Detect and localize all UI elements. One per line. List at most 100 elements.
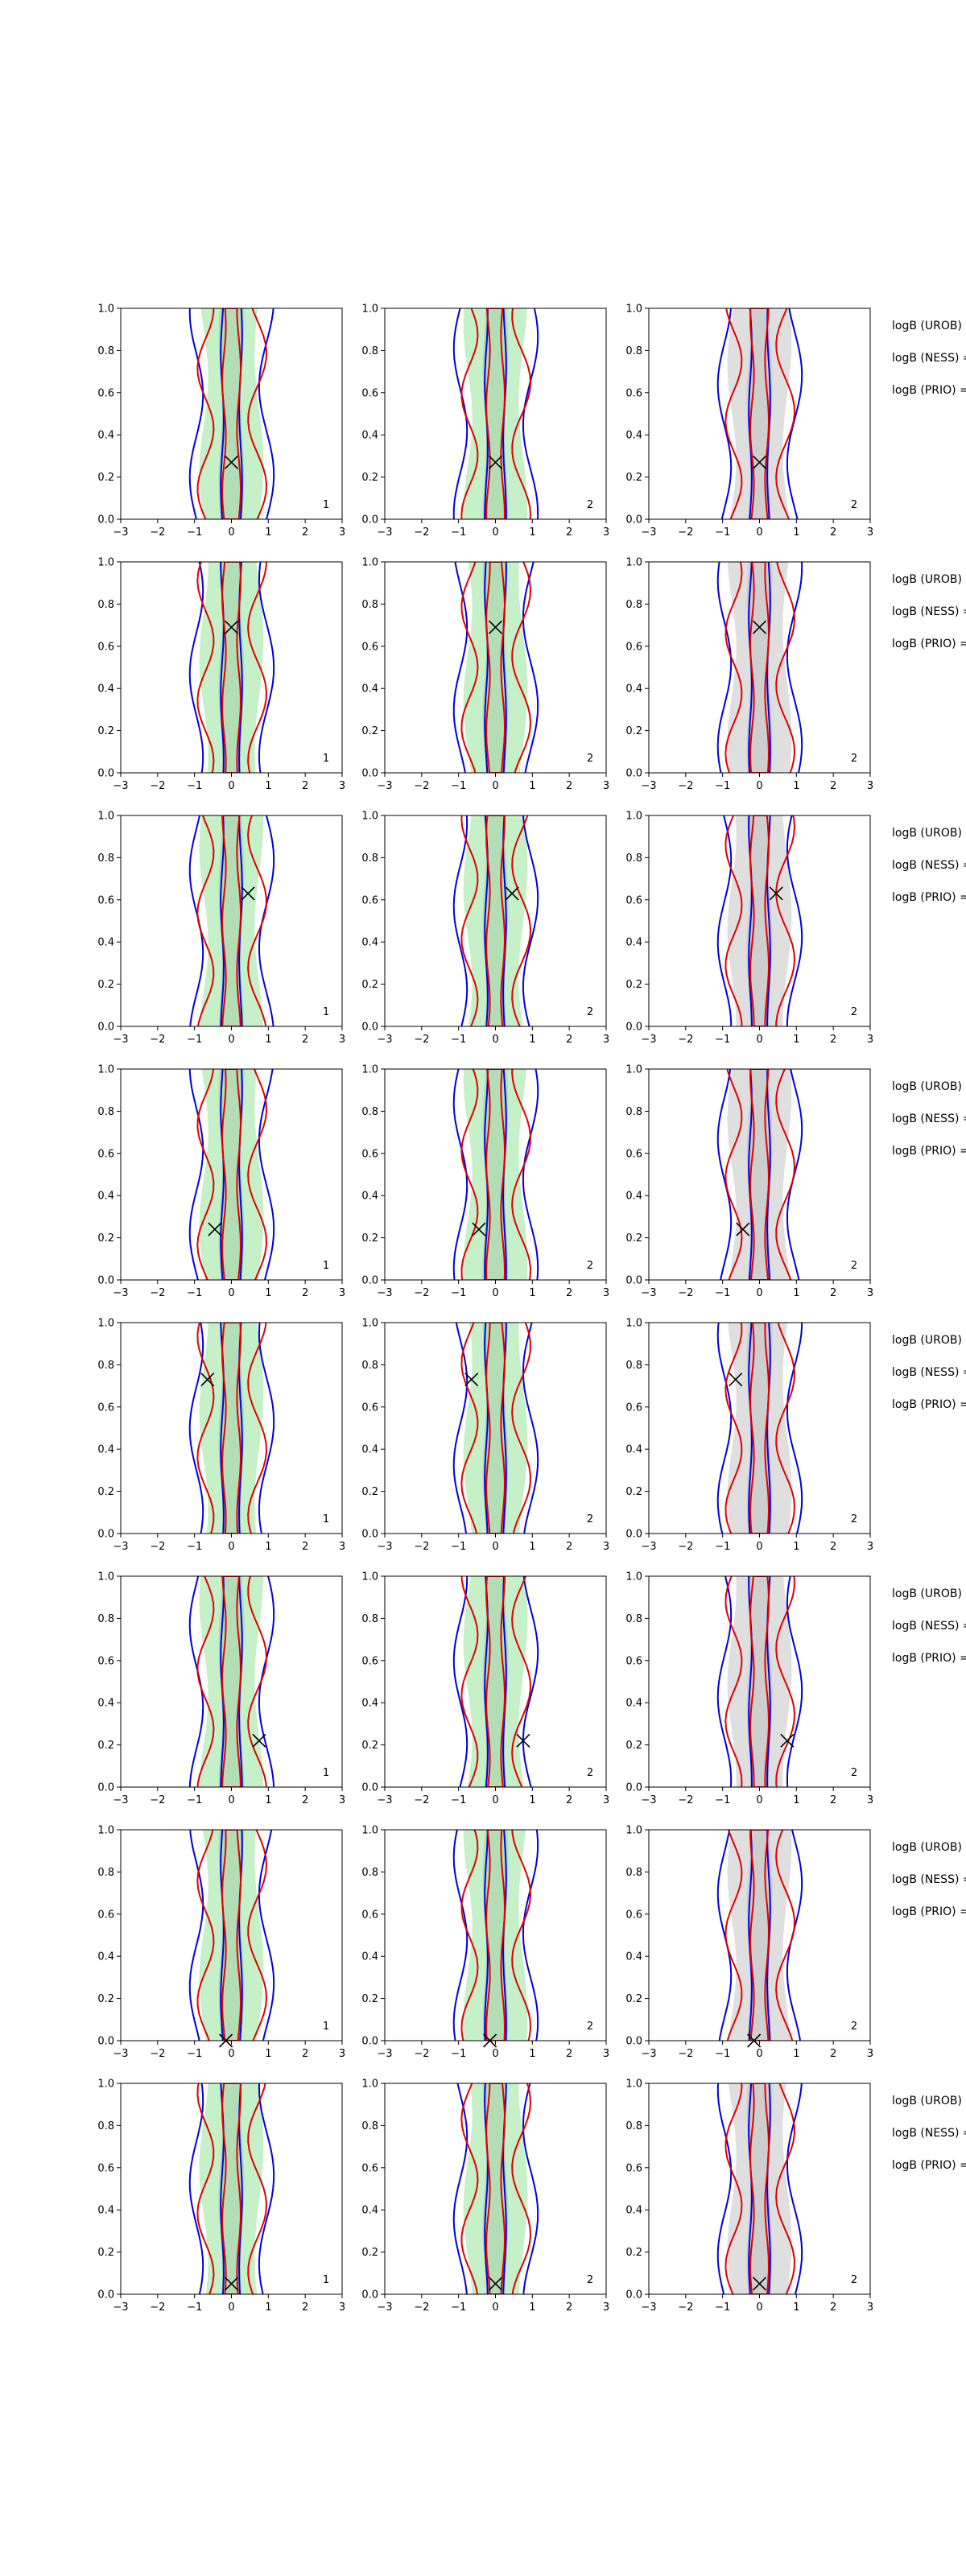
y-tick-label: 0.8 xyxy=(97,852,114,865)
y-tick-label: 0.8 xyxy=(361,1360,378,1372)
marker-x xyxy=(488,455,503,469)
blue-contour-outer xyxy=(452,1323,539,1534)
y-tick-label: 0.4 xyxy=(361,430,378,442)
y-tick-label: 0.2 xyxy=(361,1993,378,2005)
blue-contour-outer xyxy=(716,1323,803,1534)
blue-contour-outer xyxy=(716,308,803,519)
blue-contour-outer xyxy=(188,1576,275,1787)
blue-contour-outer xyxy=(188,562,275,773)
x-tick-label: 2 xyxy=(302,1794,308,1806)
blue-contour-inner xyxy=(220,1576,243,1787)
x-tick-label: 1 xyxy=(529,1034,535,1046)
blue-contour-inner xyxy=(484,562,507,773)
red-contour-inner xyxy=(221,1830,242,2041)
blue-contour-outer xyxy=(188,1830,275,2041)
y-tick-label: 1.0 xyxy=(97,1825,114,1837)
y-tick-label: 0.2 xyxy=(625,725,642,737)
red-contour-inner xyxy=(485,815,506,1026)
x-tick-label: 0 xyxy=(228,1287,234,1299)
y-tick-label: 0.0 xyxy=(625,514,642,526)
logb-label: logB (NESS) = xyxy=(892,859,966,872)
x-tick-label: 0 xyxy=(756,1034,762,1046)
panel-corner-label: 2 xyxy=(587,2274,593,2286)
red-contour-outer xyxy=(460,1830,532,2041)
y-tick-label: 0.8 xyxy=(361,1106,378,1118)
red-contour-inner xyxy=(749,1830,770,2041)
blue-contour-outer xyxy=(452,562,539,773)
y-tick-label: 0.6 xyxy=(361,2162,378,2174)
logb-label: logB (NESS) = xyxy=(892,1620,966,1633)
logb-label: logB (PRIO) = xyxy=(892,891,966,904)
x-tick-label: 0 xyxy=(228,2048,234,2060)
blue-contour-outer xyxy=(716,815,803,1026)
y-tick-label: 0.6 xyxy=(625,1909,642,1921)
y-tick-label: 0.4 xyxy=(361,683,378,696)
x-tick-label: 2 xyxy=(566,1034,572,1046)
x-tick-label: −2 xyxy=(678,1034,693,1046)
x-tick-label: 2 xyxy=(566,2301,572,2314)
x-tick-label: −2 xyxy=(414,1034,429,1046)
panel-r3-c1: −3 −2 −1 0 1 2 3 0.0 0.2 0.4 0.6 0.8 1.0 1 xyxy=(97,811,345,1046)
x-tick-label: −2 xyxy=(150,1794,165,1806)
y-tick-label: 0.2 xyxy=(625,1232,642,1245)
x-tick-label: 3 xyxy=(339,780,345,792)
red-contour-outer xyxy=(724,1830,795,2041)
x-tick-label: 1 xyxy=(265,2301,271,2314)
blue-contour-inner xyxy=(220,815,243,1026)
y-tick-label: 0.6 xyxy=(97,641,114,653)
panel-corner-label: 1 xyxy=(323,753,329,765)
x-tick-label: −3 xyxy=(377,1034,392,1046)
x-tick-label: −2 xyxy=(150,1541,165,1553)
x-tick-label: 0 xyxy=(492,1794,498,1806)
y-tick-label: 1.0 xyxy=(97,811,114,823)
red-contour-outer xyxy=(460,815,532,1026)
x-tick-label: −2 xyxy=(150,2301,165,2314)
y-tick-label: 1.0 xyxy=(361,1825,378,1837)
y-tick-label: 1.0 xyxy=(625,1571,642,1583)
red-contour-inner xyxy=(221,308,242,519)
y-tick-label: 0.2 xyxy=(97,1740,114,1752)
x-tick-label: 0 xyxy=(756,1541,762,1553)
marker-x xyxy=(224,620,239,634)
panel-r2-c3: −3 −2 −1 0 1 2 3 0.0 0.2 0.4 0.6 0.8 1.0 2 xyxy=(625,557,873,793)
y-tick-label: 0.4 xyxy=(97,1191,114,1203)
x-tick-label: 0 xyxy=(228,2301,234,2314)
y-tick-label: 0.2 xyxy=(97,1486,114,1498)
y-tick-label: 0.6 xyxy=(361,1148,378,1160)
y-tick-label: 0.2 xyxy=(625,2247,642,2259)
panel-r4-c1: −3 −2 −1 0 1 2 3 0.0 0.2 0.4 0.6 0.8 1.0 1 xyxy=(97,1064,345,1300)
blue-contour-inner xyxy=(748,308,771,519)
y-tick-label: 0.0 xyxy=(361,768,378,780)
red-contour-outer xyxy=(196,1576,268,1787)
x-tick-label: −2 xyxy=(414,780,429,792)
panel-r1-c1: −3 −2 −1 0 1 2 3 0.0 0.2 0.4 0.6 0.8 1.0 1 xyxy=(97,303,345,539)
y-tick-label: 0.2 xyxy=(97,1993,114,2005)
blue-contour-inner xyxy=(484,2083,507,2294)
x-tick-label: −2 xyxy=(678,2301,693,2314)
y-tick-label: 0.2 xyxy=(625,1993,642,2005)
y-tick-label: 1.0 xyxy=(625,1825,642,1837)
blue-contour-outer xyxy=(452,1576,539,1787)
blue-contour-outer xyxy=(452,308,539,519)
y-tick-label: 0.0 xyxy=(97,1529,114,1541)
x-tick-label: 3 xyxy=(339,2301,345,2314)
y-tick-label: 0.4 xyxy=(625,1698,642,1710)
x-tick-label: −2 xyxy=(414,1541,429,1553)
y-tick-label: 0.2 xyxy=(625,1740,642,1752)
blue-contour-outer xyxy=(452,815,539,1026)
y-tick-label: 0.0 xyxy=(361,514,378,526)
x-tick-label: 2 xyxy=(830,2048,836,2060)
x-tick-label: 3 xyxy=(603,780,609,792)
red-contour-inner xyxy=(485,1576,506,1787)
y-tick-label: 0.2 xyxy=(361,1486,378,1498)
y-tick-label: 0.8 xyxy=(361,1867,378,1879)
y-tick-label: 0.8 xyxy=(97,345,114,357)
x-tick-label: −2 xyxy=(678,1541,693,1553)
panel-r8-c1: −3 −2 −1 0 1 2 3 0.0 0.2 0.4 0.6 0.8 1.0 1 xyxy=(97,2079,345,2314)
panel-r8-c3: −3 −2 −1 0 1 2 3 0.0 0.2 0.4 0.6 0.8 1.0 2 xyxy=(625,2079,873,2314)
logb-labels-r6: logB (UROB) = logB (NESS) = logB (PRIO) = xyxy=(892,1587,966,1665)
y-tick-label: 0.4 xyxy=(97,683,114,696)
marker-x xyxy=(224,455,239,469)
y-tick-label: 0.8 xyxy=(97,599,114,611)
x-tick-label: −2 xyxy=(150,1034,165,1046)
